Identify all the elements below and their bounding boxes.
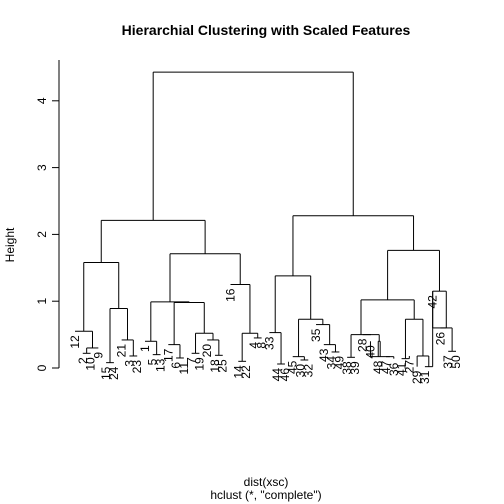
x-axis-sublabel: hclust (*, "complete")	[210, 488, 321, 502]
leaf-label: 37	[441, 355, 455, 369]
leaf-label: 50	[449, 355, 463, 369]
leaf-label: 12	[68, 335, 82, 349]
leaf-label: 38	[340, 361, 354, 375]
leaf-label: 30	[293, 364, 307, 378]
leaf-label: 43	[317, 348, 331, 362]
leaf-label: 2	[76, 357, 90, 364]
dendrogram-tree	[75, 71, 456, 368]
leaf-label: 5	[146, 358, 160, 365]
leaf-label: 10	[84, 357, 98, 371]
leaf-label: 31	[418, 370, 432, 384]
leaf-label: 13	[154, 358, 168, 372]
leaf-label: 24	[107, 366, 121, 380]
leaf-label: 1	[138, 345, 152, 352]
leaf-label: 17	[161, 348, 175, 362]
leaf-label: 25	[216, 359, 230, 373]
x-axis-label: dist(xsc)	[244, 475, 289, 489]
leaf-label: 40	[363, 345, 377, 359]
y-axis-label: Height	[3, 227, 17, 262]
leaf-label: 9	[91, 352, 105, 359]
leaf-label: 47	[379, 360, 393, 374]
leaf-label: 39	[348, 361, 362, 375]
leaf-label: 11	[177, 362, 191, 375]
leaf-label: 19	[192, 357, 206, 371]
leaf-label: 14	[231, 365, 245, 379]
leaf-label: 45	[286, 360, 300, 374]
leaf-label: 33	[262, 336, 276, 350]
y-tick-label: 1	[35, 298, 49, 305]
leaf-label: 48	[371, 360, 385, 374]
leaf-label: 34	[325, 356, 339, 370]
leaf-label: 21	[115, 344, 129, 358]
y-tick-label: 4	[35, 97, 49, 104]
leaf-label: 4	[247, 342, 261, 349]
leaf-label: 32	[301, 364, 315, 378]
leaf-label: 15	[99, 366, 113, 380]
y-tick-label: 2	[35, 231, 49, 238]
leaf-label: 6	[169, 362, 183, 369]
leaf-label: 22	[239, 365, 253, 379]
leaf-label: 26	[433, 332, 447, 346]
chart-title: Hierarchial Clustering with Scaled Featu…	[122, 22, 411, 38]
leaf-label: 35	[309, 328, 323, 342]
leaf-label: 16	[224, 288, 238, 302]
leaf-label: 20	[200, 344, 214, 358]
leaf-labels: 1221091524213231513176117192018251614224…	[68, 288, 463, 384]
leaf-label: 44	[270, 368, 284, 382]
leaf-label: 8	[255, 342, 269, 349]
leaf-label: 49	[332, 356, 346, 370]
leaf-label: 36	[387, 362, 401, 376]
leaf-label: 23	[130, 360, 144, 374]
leaf-label: 42	[426, 295, 440, 309]
leaf-label: 27	[402, 360, 416, 374]
y-tick-label: 0	[35, 364, 49, 371]
leaf-label: 28	[356, 338, 370, 352]
leaf-label: 3	[122, 360, 136, 367]
y-axis: 0 1 2 3 4	[35, 60, 60, 371]
y-tick-label: 3	[35, 164, 49, 171]
leaf-label: 46	[278, 368, 292, 382]
leaf-label: 7	[185, 357, 199, 364]
leaf-label: 18	[208, 359, 222, 373]
leaf-label: 29	[410, 370, 424, 384]
leaf-label: 41	[395, 362, 409, 376]
